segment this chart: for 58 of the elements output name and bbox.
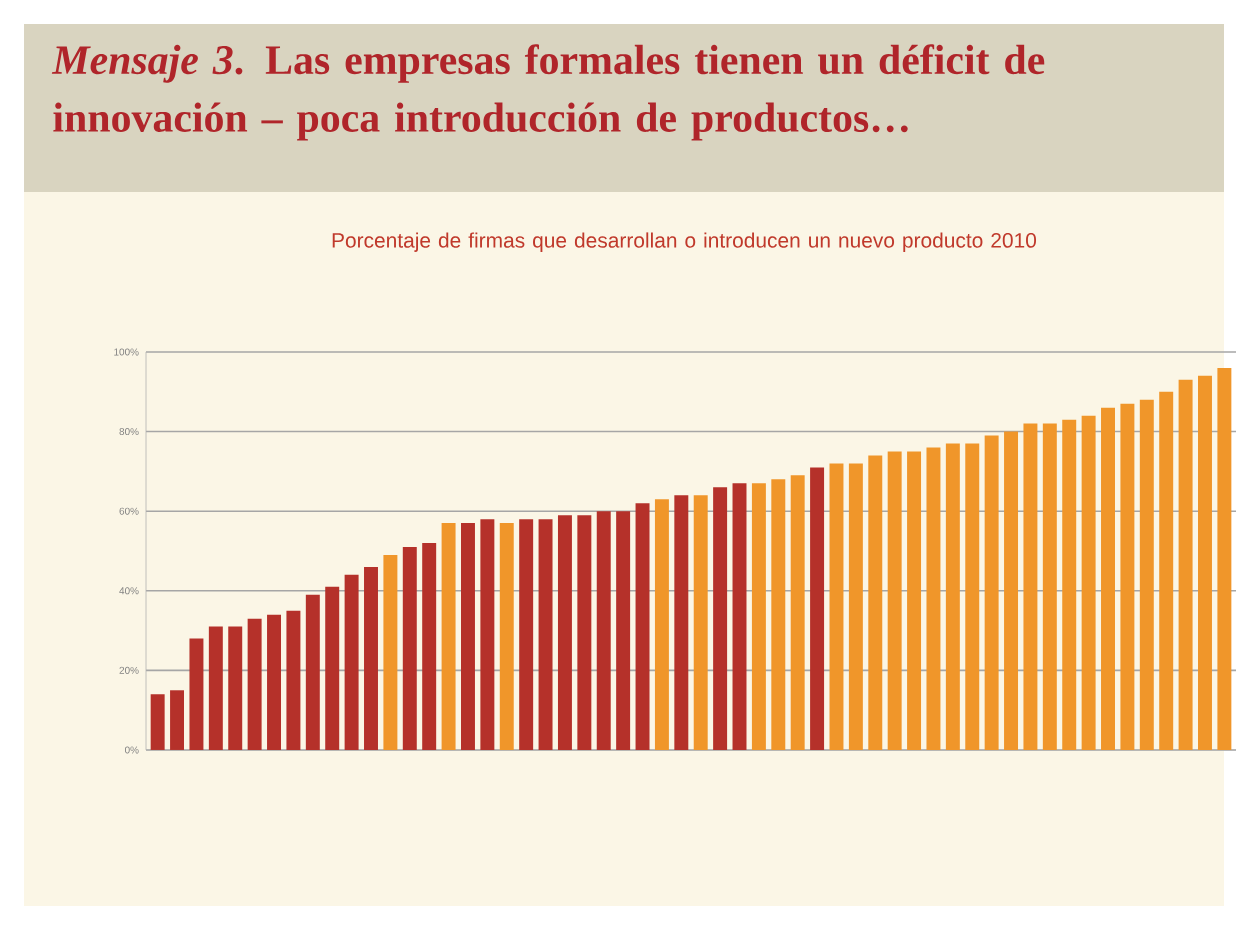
bar xyxy=(713,487,728,750)
bar xyxy=(751,483,766,750)
bar xyxy=(247,618,262,750)
bar xyxy=(926,447,941,750)
bar xyxy=(1198,375,1212,750)
bar xyxy=(1178,379,1193,750)
bar xyxy=(1120,403,1135,750)
bar xyxy=(267,614,282,750)
chart-subtitle: Porcentaje de firmas que desarrollan o introducen un nuevo producto 2010 xyxy=(332,232,1037,252)
chart-title: Mensaje 3. Las empresas formales tienen un déficit de innovación – poca introducción de productos… xyxy=(51,44,1045,141)
bar xyxy=(829,463,844,750)
bar xyxy=(344,574,359,750)
bar xyxy=(150,694,165,750)
bar xyxy=(1062,419,1077,750)
bar xyxy=(732,483,747,750)
bar xyxy=(499,523,514,750)
bar xyxy=(577,515,592,750)
bar xyxy=(208,626,223,750)
bar xyxy=(557,515,572,750)
bar xyxy=(286,610,301,750)
bar xyxy=(441,523,456,750)
bar xyxy=(480,519,495,750)
bar xyxy=(771,479,786,750)
bar xyxy=(635,503,650,750)
bar xyxy=(1004,431,1019,750)
bar xyxy=(907,451,922,750)
bar xyxy=(1139,399,1154,750)
bar xyxy=(228,626,243,750)
bar xyxy=(945,443,960,750)
bar xyxy=(325,586,340,750)
bar xyxy=(810,467,825,750)
bar xyxy=(596,511,611,750)
bar xyxy=(189,638,204,750)
bar xyxy=(1159,391,1174,750)
bar xyxy=(422,543,437,750)
bar xyxy=(1217,367,1232,750)
bar xyxy=(170,690,185,750)
bar xyxy=(848,463,863,750)
bar xyxy=(616,511,631,750)
bar xyxy=(868,455,883,750)
bar xyxy=(383,554,398,750)
bar xyxy=(654,499,669,750)
bar xyxy=(461,523,475,750)
bar xyxy=(519,519,534,750)
bar xyxy=(693,495,708,750)
bar xyxy=(965,443,980,750)
bar xyxy=(887,451,902,750)
bar xyxy=(402,546,417,750)
bar xyxy=(1042,423,1057,750)
bar xyxy=(1081,415,1096,750)
bar xyxy=(305,594,320,750)
bar xyxy=(364,566,378,750)
bar xyxy=(1023,423,1038,750)
bar xyxy=(790,475,805,750)
bar xyxy=(538,519,553,750)
bar xyxy=(1101,407,1115,750)
bar xyxy=(984,435,999,750)
bar xyxy=(674,495,689,750)
